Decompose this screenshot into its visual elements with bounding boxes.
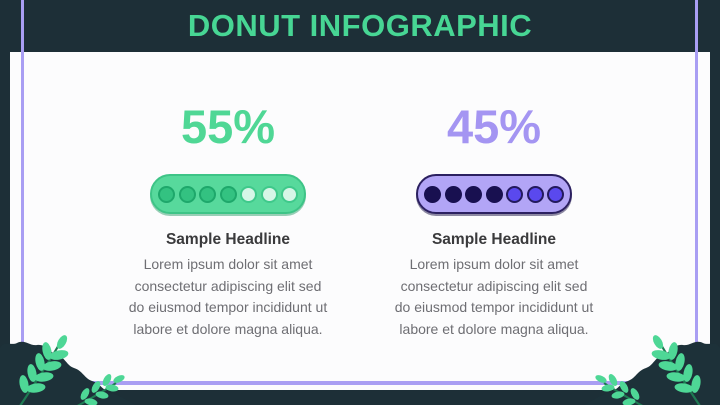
leaf-branch-large: [651, 335, 701, 405]
infographic-card-left: 55% Sample Headline Lorem ipsum dolor si…: [108, 52, 348, 340]
progress-dot-5-empty: [240, 185, 257, 203]
progress-dot-5-empty: [506, 185, 523, 203]
corner-blob: [584, 341, 720, 405]
progress-dot-3-filled: [199, 185, 216, 203]
progress-dot-2-filled: [444, 185, 462, 203]
plant-decoration-left: [0, 335, 136, 405]
leaf-branch-small: [595, 374, 643, 405]
corner-blob: [0, 341, 136, 405]
sample-headline: Sample Headline: [165, 231, 291, 248]
plant-decoration-right: [584, 335, 720, 405]
progress-dot-4-filled: [219, 185, 237, 203]
progress-dot-6-empty: [526, 185, 544, 203]
content-card: [10, 52, 710, 390]
dot-progress-bar: [416, 174, 572, 214]
slide-header: DONUT INFOGRAPHIC: [0, 0, 720, 52]
progress-dot-4-filled: [485, 185, 503, 203]
leaf-branch-small: [77, 374, 125, 405]
progress-dot-1-filled: [424, 185, 441, 203]
progress-dot-2-filled: [178, 185, 196, 203]
progress-dot-1-filled: [158, 185, 175, 203]
progress-dot-7-empty: [547, 185, 564, 203]
percent-value: 55%: [180, 100, 276, 153]
sample-headline: Sample Headline: [431, 231, 557, 248]
percent-value: 45%: [446, 100, 542, 153]
infographic-card-right: 45% Sample Headline Lorem ipsum dolor si…: [374, 52, 614, 340]
body-text: Lorem ipsum dolor sit amet consectetur a…: [128, 256, 328, 337]
body-text: Lorem ipsum dolor sit amet consectetur a…: [394, 256, 594, 337]
dot-progress-bar: [150, 174, 306, 214]
progress-dot-7-empty: [281, 185, 298, 203]
slide-title: DONUT INFOGRAPHIC: [187, 8, 533, 43]
progress-dot-6-empty: [260, 185, 278, 203]
leaf-branch-large: [19, 335, 69, 405]
frame-line-right: [695, 0, 698, 385]
frame-line-left: [21, 0, 24, 385]
frame-line-bottom: [0, 381, 720, 385]
progress-dot-3-filled: [465, 185, 482, 203]
